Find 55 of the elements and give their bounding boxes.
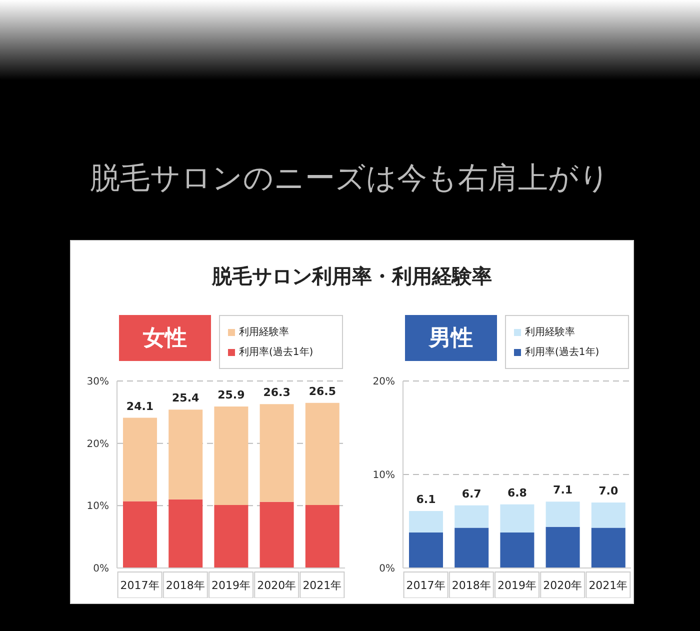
x-tick-label: 2019年 [498,579,536,592]
bar [591,528,626,568]
bar [168,499,203,568]
legend-label: 利用率(過去1年) [524,346,600,360]
total-label: 26.3 [263,386,290,400]
bar [260,502,294,568]
legend-label: 利用経験率 [238,326,290,340]
bar [500,504,534,532]
y-tick-label: 20% [372,376,395,388]
bar [214,505,248,568]
bar [214,406,248,506]
y-tick-label: 0% [93,564,109,575]
total-label: 25.9 [218,388,245,402]
chart-title: 女性 [119,315,211,361]
bar [123,501,157,568]
bar [123,418,157,502]
y-tick-label: 30% [86,376,109,388]
x-tick-label: 2017年 [406,579,446,592]
x-tick-label: 2021年 [302,579,342,592]
x-tick-label: 2020年 [543,579,582,592]
chart-title: 男性 [405,315,497,361]
bar [305,505,340,568]
bar [591,502,626,528]
total-label: 7.0 [598,484,618,498]
x-tick-label: 2019年 [212,579,250,592]
y-tick-label: 20% [86,438,109,450]
x-tick-label: 2018年 [452,579,491,592]
total-label: 6.8 [507,486,527,500]
bar [546,502,580,527]
bar [500,532,534,568]
text: 脱毛サロン利用率・利用経験率 [210,263,493,290]
x-tick-label: 2020年 [257,579,296,592]
x-tick-label: 2018年 [166,579,205,592]
total-label: 7.1 [553,484,573,497]
total-label: 24.1 [126,400,154,413]
bar [409,510,443,532]
x-tick-label: 2017年 [120,579,160,592]
y-tick-label: 0% [379,564,395,575]
bar [305,402,340,506]
total-label: 26.5 [308,384,336,398]
legend-label: 利用経験率 [524,326,576,340]
total-label: 25.4 [172,392,200,405]
bar [454,528,489,568]
y-tick-label: 10% [372,470,395,482]
x-tick-label: 2021年 [588,579,628,592]
total-label: 6.1 [416,492,436,506]
legend-label: 利用率(過去1年) [238,346,314,360]
bar [409,532,443,568]
bar [546,526,580,568]
text: 脱毛サロンのニーズは今も右肩上がり [89,160,611,198]
bar [260,404,294,502]
bar [168,410,203,500]
bar [454,505,489,528]
total-label: 6.7 [462,487,482,500]
y-tick-label: 10% [86,501,109,512]
